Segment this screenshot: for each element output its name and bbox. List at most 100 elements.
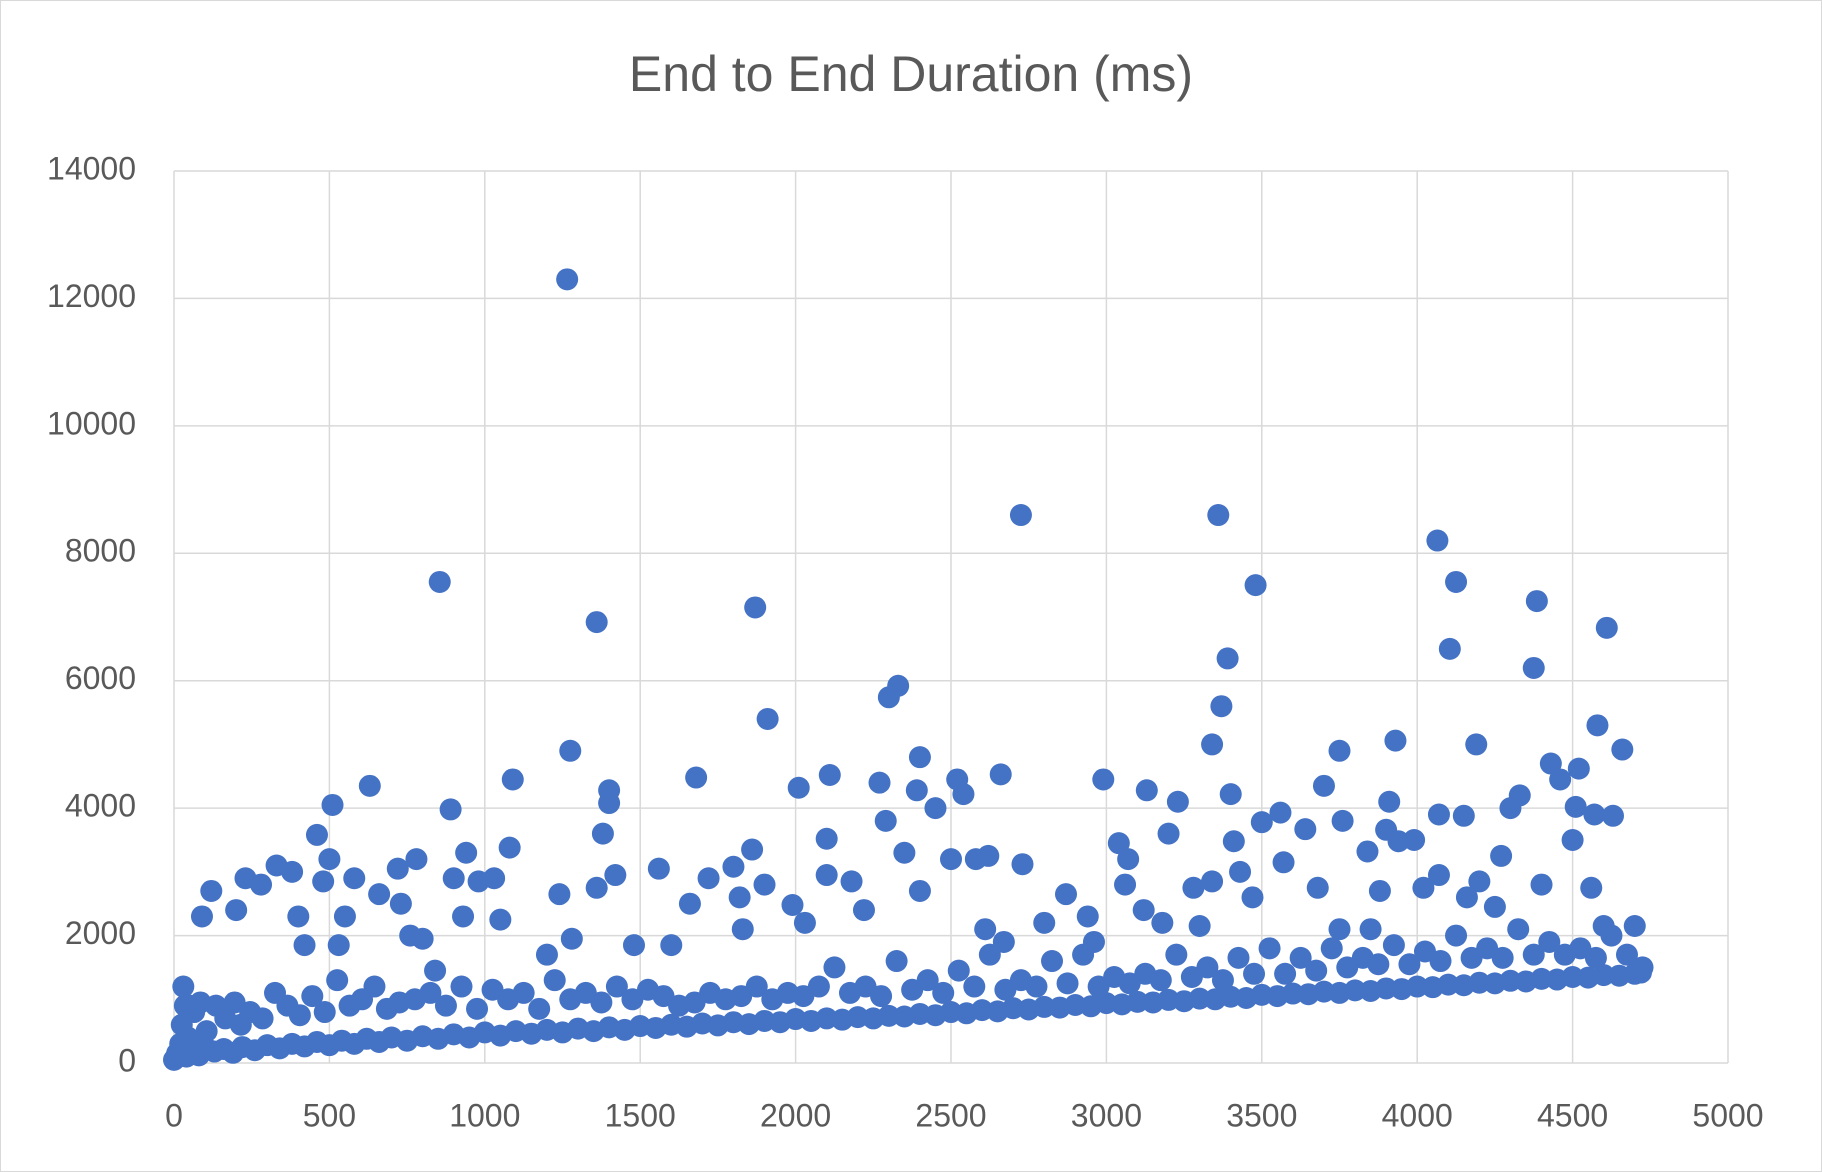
point (815, 827, 838, 850)
point (1201, 870, 1224, 893)
point (1398, 953, 1421, 976)
point (885, 950, 908, 973)
point (1539, 752, 1562, 775)
point (647, 857, 670, 880)
point (916, 969, 939, 992)
point (1331, 809, 1354, 832)
point (977, 844, 1000, 867)
point (1375, 977, 1398, 1000)
point (368, 883, 391, 906)
point (1244, 574, 1267, 597)
point (940, 848, 962, 871)
point (840, 870, 863, 893)
point (1207, 504, 1230, 527)
point (386, 857, 409, 880)
point (924, 797, 947, 820)
point (1219, 783, 1242, 806)
point (1092, 768, 1115, 791)
point (787, 776, 810, 799)
point (974, 918, 997, 941)
chart-title: End to End Duration (ms) (629, 46, 1193, 102)
point (466, 997, 489, 1020)
point (1269, 801, 1292, 824)
point (685, 766, 708, 789)
point (287, 905, 310, 928)
point (1250, 811, 1273, 834)
point (535, 943, 558, 966)
point (1406, 975, 1429, 998)
point (947, 959, 970, 982)
point (543, 969, 566, 992)
point (1201, 733, 1224, 756)
point (1445, 570, 1468, 593)
point (1056, 972, 1079, 995)
point (1126, 990, 1149, 1013)
point (501, 768, 524, 791)
point (1328, 918, 1351, 941)
point (424, 959, 447, 982)
point (1483, 895, 1506, 918)
point (1188, 987, 1211, 1010)
point (1445, 924, 1468, 947)
point (1196, 956, 1219, 979)
point (1009, 504, 1032, 527)
point (1522, 943, 1545, 966)
point (1033, 911, 1056, 934)
point (1229, 860, 1252, 883)
point (1600, 924, 1623, 947)
y-tick-label: 4000 (65, 788, 136, 824)
point (1437, 973, 1460, 996)
point (333, 905, 356, 928)
point (1241, 886, 1264, 909)
point (1465, 733, 1488, 756)
point (483, 867, 506, 890)
point (326, 969, 349, 992)
point (1403, 829, 1426, 851)
point (1328, 739, 1351, 762)
point (660, 934, 683, 957)
point (1117, 848, 1140, 871)
point (1384, 729, 1407, 752)
point (1580, 876, 1603, 899)
y-tick-label: 8000 (65, 533, 136, 569)
point (1107, 832, 1130, 855)
point (989, 763, 1012, 786)
point (251, 1007, 274, 1030)
point (1182, 876, 1205, 899)
point (1427, 864, 1450, 887)
x-tick-label: 5000 (1692, 1097, 1763, 1133)
x-tick-label: 2500 (915, 1097, 986, 1133)
point (722, 855, 745, 878)
x-tick-label: 3500 (1226, 1097, 1297, 1133)
point (1359, 918, 1382, 941)
point (1382, 934, 1405, 957)
point (741, 838, 764, 861)
point (1274, 962, 1297, 985)
point (952, 783, 975, 806)
point (1243, 962, 1266, 985)
point (1356, 840, 1379, 863)
point (1076, 905, 1099, 928)
x-tick-label: 4500 (1537, 1097, 1608, 1133)
y-tick-label: 12000 (47, 278, 136, 314)
point (190, 905, 213, 928)
y-tick-label: 0 (118, 1042, 136, 1078)
y-tick-label: 14000 (47, 150, 136, 186)
point (1592, 964, 1615, 987)
point (793, 911, 816, 934)
point (823, 956, 846, 979)
point (1567, 757, 1590, 780)
point (905, 779, 928, 802)
point (1368, 879, 1391, 902)
point (1438, 637, 1461, 660)
x-tick-label: 500 (303, 1097, 356, 1133)
point (528, 997, 551, 1020)
point (622, 934, 645, 957)
point (305, 823, 328, 846)
point (327, 934, 350, 957)
point (489, 908, 512, 931)
point (293, 934, 316, 957)
point (1294, 818, 1317, 841)
point (1025, 975, 1048, 998)
point (963, 975, 986, 998)
